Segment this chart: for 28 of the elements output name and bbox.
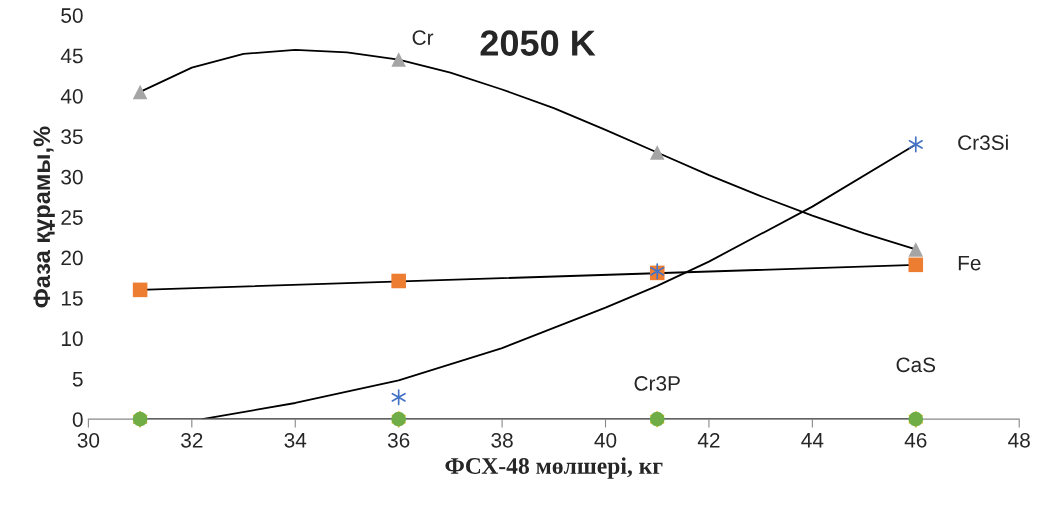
- y-tick-label: 20: [61, 250, 83, 266]
- x-tick-label: 40: [594, 432, 617, 448]
- y-tick-label: 10: [61, 331, 83, 347]
- y-tick-label: 0: [72, 412, 83, 427]
- y-tick-label: 45: [60, 48, 83, 64]
- x-tick-label: 36: [387, 432, 410, 448]
- y-tick-label: 30: [61, 169, 83, 185]
- x-axis-title: ФСХ-48 мөлшері, кг: [445, 457, 663, 479]
- chart-title: 2050 K: [480, 30, 596, 56]
- y-tick-label: 50: [61, 8, 83, 23]
- y-tick-label: 40: [60, 88, 83, 104]
- y-tick-label: 25: [61, 210, 83, 225]
- x-tick-label: 44: [801, 433, 824, 448]
- series-label: Cr3Si: [958, 134, 1008, 151]
- y-tick-label: 5: [72, 371, 83, 387]
- series-label: Cr3P: [634, 376, 680, 391]
- x-tick-label: 32: [181, 432, 203, 448]
- x-tick-label: 46: [904, 432, 927, 448]
- x-tick-label: 42: [697, 432, 720, 448]
- y-tick-label: 35: [61, 129, 83, 145]
- text: CaS: [896, 357, 936, 373]
- x-tick-label: 38: [491, 432, 513, 448]
- x-tick-label: 34: [284, 432, 307, 448]
- series-label: Fe: [958, 255, 981, 271]
- x-tick-label: 48: [1008, 432, 1030, 448]
- y-axis-title: Фаза құрамы,%: [33, 126, 55, 308]
- y-tick-label: 15: [61, 291, 83, 306]
- series-label: Cr: [412, 30, 434, 45]
